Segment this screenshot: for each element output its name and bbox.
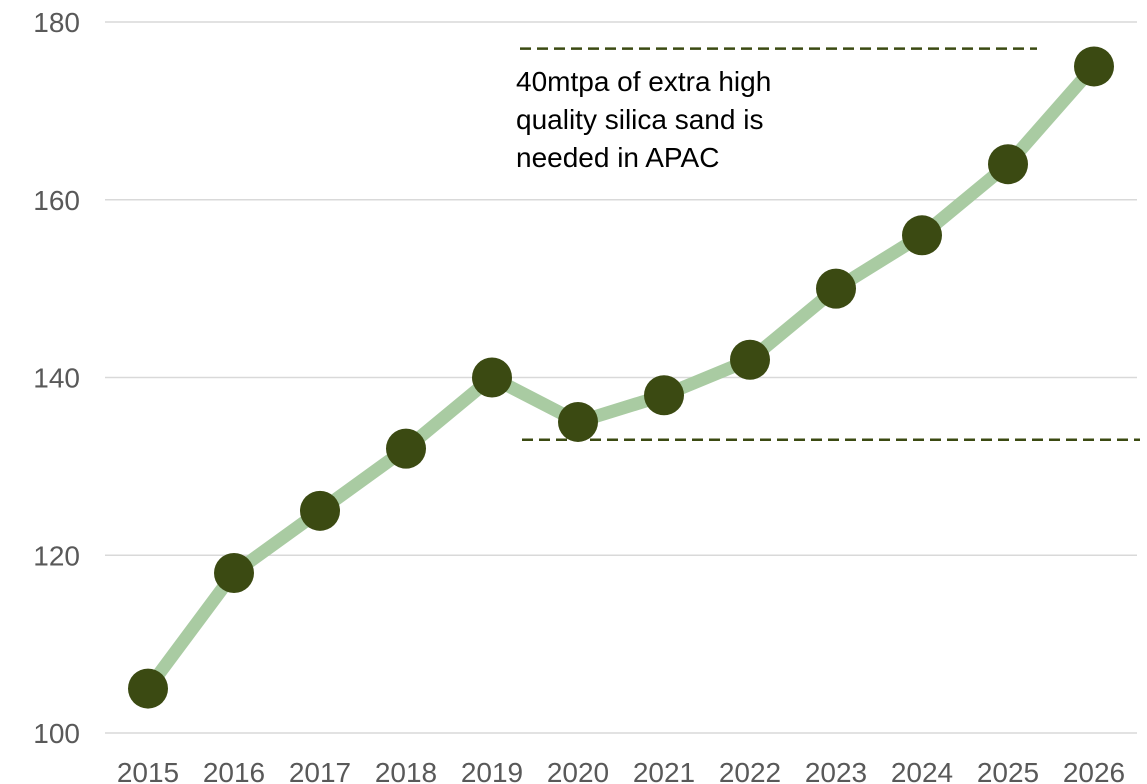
x-tick-label: 2026 [1063, 757, 1125, 784]
annotation-text-line: 40mtpa of extra high [516, 66, 771, 97]
data-point-2025 [988, 144, 1028, 185]
data-point-2024 [902, 215, 942, 256]
y-tick-label: 140 [33, 363, 80, 394]
data-point-2016 [214, 553, 254, 594]
data-point-2019 [472, 357, 512, 398]
x-tick-label: 2025 [977, 757, 1039, 784]
data-point-2021 [644, 375, 684, 416]
x-tick-label: 2022 [719, 757, 781, 784]
x-tick-label: 2023 [805, 757, 867, 784]
annotation-text-line: quality silica sand is [516, 104, 763, 135]
annotation-text-line: needed in APAC [516, 142, 719, 173]
x-tick-label: 2019 [461, 757, 523, 784]
x-tick-label: 2024 [891, 757, 953, 784]
x-tick-label: 2020 [547, 757, 609, 784]
data-point-2020 [558, 401, 598, 442]
data-point-2022 [730, 339, 770, 380]
x-tick-label: 2017 [289, 757, 351, 784]
x-tick-label: 2015 [117, 757, 179, 784]
reference-lines [520, 47, 1140, 441]
data-point-2015 [128, 668, 168, 709]
data-point-2018 [386, 428, 426, 469]
y-tick-label: 160 [33, 185, 80, 216]
data-point-2026 [1074, 46, 1114, 87]
series [128, 46, 1114, 709]
y-axis-ticks: 100 120 140 160 180 [33, 7, 80, 749]
y-tick-label: 100 [33, 718, 80, 749]
data-point-2017 [300, 490, 340, 531]
y-tick-label: 180 [33, 7, 80, 38]
x-tick-label: 2018 [375, 757, 437, 784]
y-tick-label: 120 [33, 540, 80, 571]
x-tick-label: 2021 [633, 757, 695, 784]
data-point-2023 [816, 268, 856, 309]
x-tick-label: 2016 [203, 757, 265, 784]
annotation: 40mtpa of extra high quality silica sand … [516, 66, 771, 173]
x-axis-ticks: 2015 2016 2017 2018 2019 2020 2021 2022 2023 2024… [117, 757, 1125, 784]
